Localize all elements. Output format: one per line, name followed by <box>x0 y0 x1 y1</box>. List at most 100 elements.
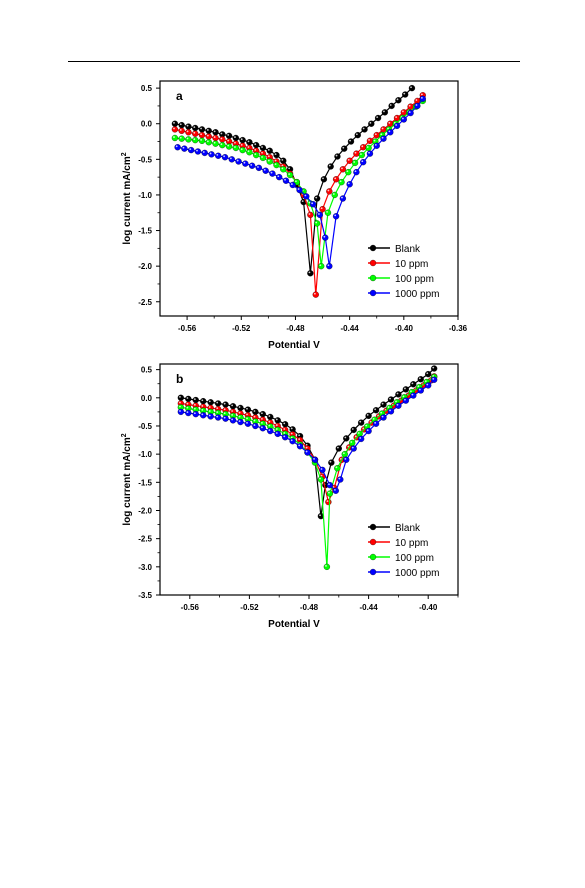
data-point-highlight <box>335 466 338 469</box>
data-point <box>253 141 260 149</box>
data-point-highlight <box>335 154 338 157</box>
data-point-highlight <box>238 411 241 414</box>
data-point <box>252 408 259 416</box>
data-point-highlight <box>201 405 204 407</box>
data-point <box>242 160 249 167</box>
series-line <box>180 368 435 517</box>
data-point-highlight <box>173 136 175 138</box>
data-point <box>341 450 348 458</box>
data-point <box>334 465 341 472</box>
data-point <box>417 376 424 383</box>
data-point-highlight <box>313 457 315 460</box>
data-point <box>274 430 281 438</box>
data-point <box>192 396 199 404</box>
data-point-highlight <box>290 427 293 430</box>
data-point <box>358 151 365 159</box>
data-point <box>395 402 402 409</box>
y-tick-label: -2.0 <box>138 262 152 271</box>
data-point <box>307 270 314 277</box>
data-point-highlight <box>334 177 337 180</box>
data-point <box>381 109 389 116</box>
data-point <box>212 140 219 147</box>
data-point-highlight <box>186 130 189 133</box>
data-point <box>273 151 280 159</box>
data-point-highlight <box>201 413 204 416</box>
data-point-highlight <box>253 424 256 426</box>
data-point <box>326 188 333 195</box>
data-point <box>351 159 359 167</box>
data-point-highlight <box>263 168 266 171</box>
data-point <box>360 159 367 166</box>
data-point <box>178 122 185 129</box>
data-point <box>419 95 426 102</box>
data-point-highlight <box>381 402 384 405</box>
data-point <box>221 154 229 161</box>
data-point <box>228 156 235 163</box>
data-point-highlight <box>275 428 278 430</box>
legend-label: 10 ppm <box>395 259 428 270</box>
y-tick-label: -2.0 <box>138 506 152 515</box>
data-point-highlight <box>313 292 316 295</box>
data-point-highlight <box>415 99 418 101</box>
legend-marker <box>369 244 377 252</box>
data-point-highlight <box>334 214 337 217</box>
data-point <box>289 181 296 189</box>
y-axis-label-superscript: 2 <box>121 433 128 437</box>
y-tick-label: -0.5 <box>138 155 152 164</box>
legend: Blank 10 ppm 100 ppm 1000 ppm <box>368 523 439 579</box>
data-point-highlight <box>250 163 253 166</box>
data-point-highlight <box>354 170 357 173</box>
data-point <box>339 166 347 173</box>
data-point <box>282 421 289 428</box>
data-point <box>407 109 414 117</box>
data-point <box>232 144 240 152</box>
data-point-highlight <box>389 104 392 106</box>
data-point-highlight <box>305 450 308 453</box>
data-point <box>400 116 407 123</box>
data-point-highlight <box>395 124 398 126</box>
data-point-highlight <box>304 194 307 197</box>
y-tick-label: -1.0 <box>138 191 152 200</box>
y-tick-label: 0.0 <box>141 120 153 129</box>
data-point <box>178 127 185 134</box>
data-point <box>225 132 233 139</box>
data-point-highlight <box>267 148 270 151</box>
data-point-highlight <box>380 411 383 414</box>
data-point-highlight <box>334 488 336 491</box>
data-point <box>171 126 179 133</box>
data-point <box>313 220 321 227</box>
data-point <box>185 409 192 417</box>
data-point <box>331 191 338 199</box>
data-point <box>410 381 417 388</box>
data-point <box>319 206 326 213</box>
data-point-highlight <box>305 443 308 446</box>
data-point <box>192 124 199 132</box>
data-point-highlight <box>179 129 182 131</box>
data-point <box>307 211 314 219</box>
data-point <box>274 417 281 424</box>
data-point-highlight <box>261 151 263 154</box>
data-point <box>178 135 185 142</box>
data-point <box>395 391 402 398</box>
data-point <box>387 396 395 403</box>
data-point-highlight <box>341 167 343 170</box>
data-point-highlight <box>268 415 271 417</box>
data-point-highlight <box>283 422 286 425</box>
data-point-highlight <box>395 400 397 403</box>
data-point-highlight <box>328 483 330 486</box>
data-point <box>372 420 380 427</box>
data-point <box>225 143 233 150</box>
data-point-highlight <box>238 420 241 423</box>
data-point-highlight <box>402 117 404 120</box>
data-point <box>366 137 374 144</box>
data-point-highlight <box>432 366 435 369</box>
data-point-highlight <box>374 144 377 146</box>
data-point <box>232 134 240 142</box>
data-point-highlight <box>354 151 357 154</box>
data-point <box>181 145 188 152</box>
data-point-highlight <box>209 152 212 155</box>
data-point <box>229 417 237 424</box>
data-point <box>212 129 219 136</box>
data-point-highlight <box>179 396 181 398</box>
data-point-highlight <box>337 446 339 449</box>
